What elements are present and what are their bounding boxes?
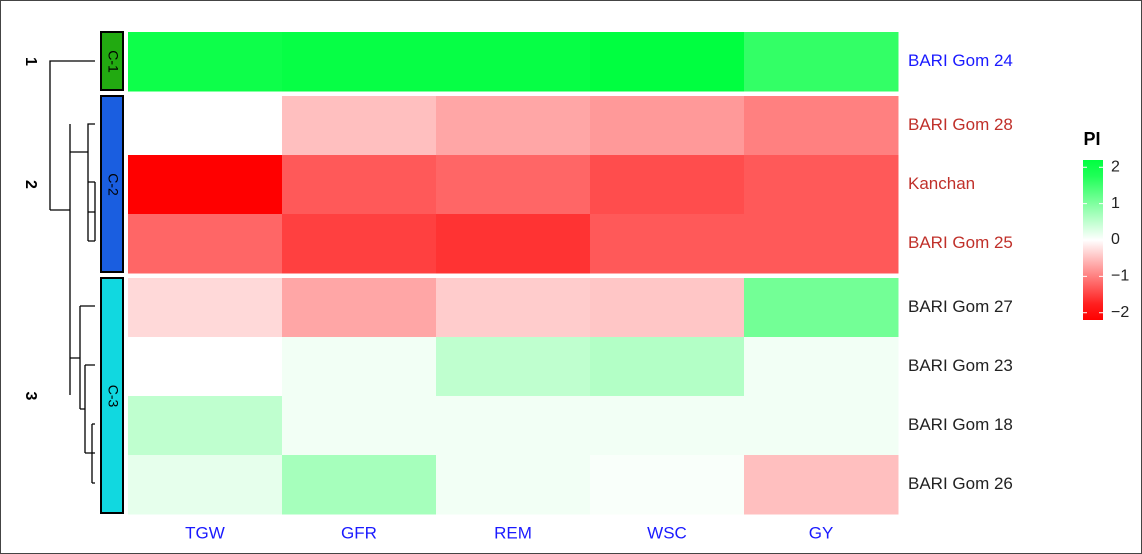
heat-cell — [590, 155, 745, 215]
heat-cell — [436, 396, 591, 456]
column-label: GY — [809, 523, 834, 542]
row-label: BARI Gom 25 — [908, 233, 1013, 252]
legend-tick-label: −1 — [1111, 268, 1129, 285]
row-label: BARI Gom 26 — [908, 474, 1013, 493]
heat-cell — [436, 96, 591, 156]
heat-cell — [282, 32, 437, 92]
legend-tick-label: 2 — [1111, 158, 1120, 175]
heat-cell — [744, 96, 899, 156]
heat-cell — [590, 278, 745, 338]
heat-cell — [744, 214, 899, 274]
heat-cell — [128, 32, 283, 92]
column-label: GFR — [341, 523, 377, 542]
heat-cell — [744, 155, 899, 215]
cluster-box — [100, 95, 124, 273]
cluster-name: C-1 — [105, 50, 121, 73]
heat-cell — [282, 396, 437, 456]
row-label: BARI Gom 18 — [908, 415, 1013, 434]
heat-cell — [436, 214, 591, 274]
heat-cell — [128, 214, 283, 274]
heat-cell — [282, 455, 437, 515]
heat-cell — [744, 455, 899, 515]
heat-cell — [744, 337, 899, 397]
column-label: TGW — [185, 523, 225, 542]
row-label: BARI Gom 27 — [908, 297, 1013, 316]
heat-cell — [128, 96, 283, 156]
cluster-name: C-3 — [105, 385, 121, 408]
cluster-id: 2 — [22, 180, 39, 189]
heat-cell — [590, 32, 745, 92]
heat-cell — [590, 337, 745, 397]
heat-cell — [282, 96, 437, 156]
heat-cell — [590, 396, 745, 456]
heat-cell — [436, 455, 591, 515]
heat-cell — [744, 32, 899, 92]
heat-cell — [282, 214, 437, 274]
heat-cell — [744, 396, 899, 456]
heat-cell — [436, 337, 591, 397]
cluster-box — [100, 277, 124, 514]
row-label: BARI Gom 24 — [908, 51, 1013, 70]
cluster-name: C-2 — [105, 173, 121, 196]
legend-tick-label: 0 — [1111, 231, 1120, 248]
heat-cell — [436, 155, 591, 215]
legend-title: PI — [1083, 129, 1100, 149]
cluster-id: 1 — [22, 57, 39, 66]
row-label: BARI Gom 28 — [908, 115, 1013, 134]
heat-cell — [282, 278, 437, 338]
heat-cell — [590, 96, 745, 156]
heat-cell — [436, 32, 591, 92]
heat-cell — [128, 337, 283, 397]
heat-cell — [590, 455, 745, 515]
column-label: WSC — [647, 523, 687, 542]
heat-cell — [128, 278, 283, 338]
heat-cell — [282, 337, 437, 397]
dendrogram — [49, 60, 96, 484]
heat-cell — [128, 155, 283, 215]
heat-cell — [590, 214, 745, 274]
heat-cell — [128, 396, 283, 456]
row-label: BARI Gom 23 — [908, 356, 1013, 375]
heat-cell — [128, 455, 283, 515]
column-label: REM — [494, 523, 532, 542]
cluster-box — [100, 31, 124, 91]
heat-cell — [436, 278, 591, 338]
heat-cell — [282, 155, 437, 215]
legend-bar — [1083, 160, 1103, 320]
heat-cell — [744, 278, 899, 338]
legend-tick-label: −2 — [1111, 304, 1129, 321]
legend-tick-label: 1 — [1111, 195, 1120, 212]
cluster-id: 3 — [22, 392, 39, 401]
row-label: Kanchan — [908, 174, 975, 193]
